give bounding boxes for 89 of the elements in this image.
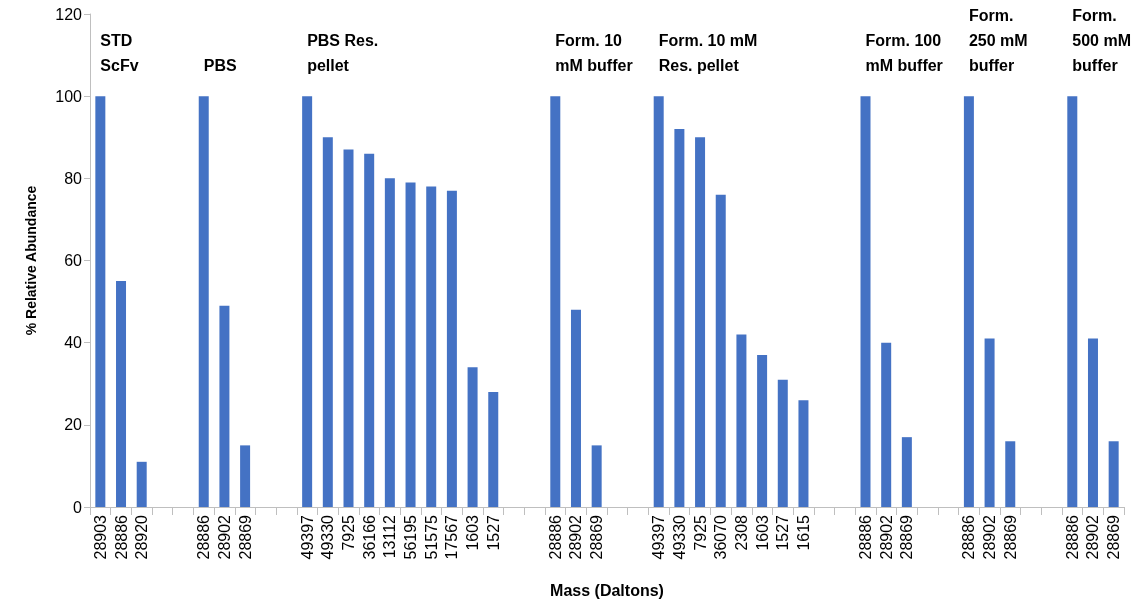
bar [674,129,685,507]
x-tick-label: 28869 [1001,514,1019,560]
x-tick-label: 49330 [319,514,337,560]
x-tick-label: 28920 [133,514,151,560]
bar [467,367,478,507]
bar [1108,441,1119,507]
x-tick-label: 49330 [670,514,688,560]
x-tick-label: 28886 [112,514,130,560]
y-tick-label: 40 [64,334,83,352]
bar [116,281,127,507]
x-tick-label: 56195 [402,514,420,560]
bar [860,96,871,507]
x-tick-label: 1603 [464,514,482,551]
x-tick-label: 49397 [298,514,316,560]
x-tick-label: 2308 [732,514,750,551]
bar [984,338,995,507]
x-tick-label: 28886 [195,514,213,560]
x-tick-label: 49397 [650,514,668,560]
x-tick-label: 28902 [215,514,233,560]
bar [95,96,106,507]
annotation: PBS [203,57,237,75]
annotation: Form. 10 mM Res. pellet [658,32,758,75]
x-tick-label: 13112 [381,514,399,559]
x-tick-label: 51575 [422,514,440,560]
annotation: STD ScFv [100,32,139,75]
bar [405,182,416,507]
annotation: Form. 250 mM buffer [968,7,1028,75]
x-tick-label: 28903 [91,514,109,560]
bar [198,96,209,507]
bar [136,461,147,507]
bar [570,309,581,507]
bar [695,137,706,507]
bar [653,96,664,507]
x-tick-label: 1527 [484,514,502,551]
x-tick-label: 36166 [360,514,378,560]
bar [881,342,892,507]
bar [591,445,602,507]
bar [715,194,726,507]
y-tick-label: 80 [64,169,83,187]
annotation: Form. 10 mM buffer [555,32,633,75]
bar [1087,338,1098,507]
x-tick-label: 17567 [443,514,461,560]
bar [963,96,974,507]
x-tick-label: 28902 [567,514,585,560]
x-tick-label: 28886 [857,514,874,560]
y-tick-label: 60 [64,252,83,269]
bar [343,149,354,507]
x-tick-label: 28902 [981,514,999,560]
bar [446,190,457,507]
bar [550,96,561,507]
x-tick-label: 28902 [1084,514,1102,560]
bar [302,96,313,507]
y-tick-label: 120 [55,5,83,23]
x-tick-label: 36070 [712,514,730,560]
annotation: Form. 500 mM buffer [1072,7,1131,75]
y-axis-title: % Relative Abundance [23,185,39,336]
x-tick-label: 28869 [236,514,254,560]
bar [1067,96,1078,507]
bar [426,186,437,507]
x-tick-label: 7925 [340,514,357,551]
x-tick-label: 28869 [1105,514,1123,560]
bar [1005,441,1016,507]
bar [901,437,912,507]
x-tick-label: 1615 [794,514,812,551]
bar [219,305,230,507]
bar [240,445,251,507]
bar [777,379,788,507]
bar [488,391,499,507]
y-tick-label: 20 [64,416,83,434]
bar [364,153,375,507]
bar [757,354,768,507]
x-tick-label: 28869 [898,514,916,560]
bar [798,400,809,507]
x-tick-label: 28886 [1063,514,1081,560]
x-tick-label: 1527 [774,514,792,551]
y-tick-label: 0 [73,498,83,516]
x-tick-label: 7925 [691,514,709,551]
bar [384,178,395,507]
x-tick-label: 28902 [877,514,895,560]
annotation: PBS Res. pellet [307,32,379,75]
y-tick-label: 100 [55,87,83,105]
annotation: Form. 100 mM buffer [865,32,943,75]
x-axis-title: Mass (Daltons) [550,581,664,599]
x-tick-label: 1603 [753,514,771,551]
bar [736,334,747,507]
bar [322,137,333,507]
x-tick-label: 28886 [960,514,978,560]
x-tick-label: 28886 [546,514,564,560]
x-tick-label: 28869 [588,514,606,560]
